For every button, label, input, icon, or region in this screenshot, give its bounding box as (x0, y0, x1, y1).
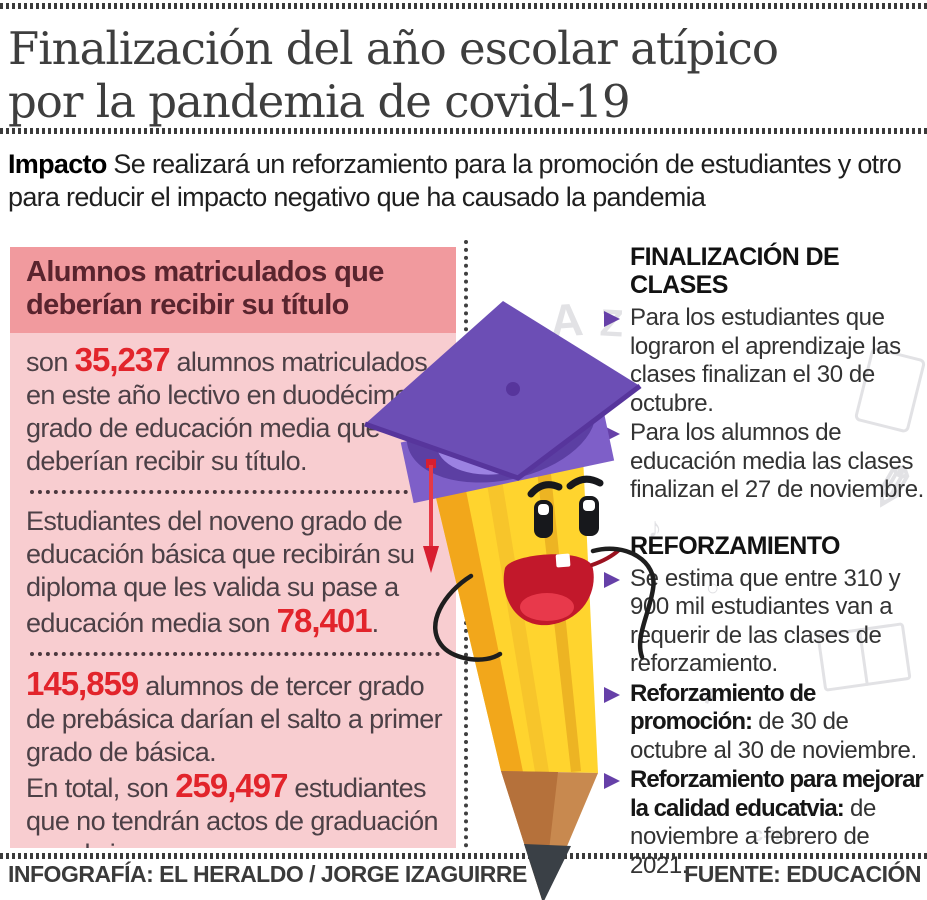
title-line-1: Finalización del año escolar atípico (8, 22, 779, 75)
triangle-bullet-icon (604, 773, 622, 789)
impact-deck: Impacto Se realizará un reforzamiento pa… (8, 148, 920, 214)
source-credit: FUENTE: EDUCACIÓN (684, 861, 921, 887)
section-title-finalizacion: FINALIZACIÓN DE CLASES (630, 243, 840, 299)
stat-prebasica: 145,859 alumnos de tercer grado de prebá… (26, 665, 443, 767)
title-line-2: por la pandemia de covid-19 (8, 75, 631, 128)
stat-value-259497: 259,497 (175, 767, 288, 804)
stat-duodecimo: son 35,237 alumnos matriculados en este … (26, 341, 428, 476)
doodle-circle-icon: ○ (706, 575, 720, 600)
doodle-formula: c=nc (752, 824, 799, 846)
stat-value-35237: 35,237 (74, 341, 171, 378)
dotted-divider-under-title (0, 128, 927, 134)
stat-total: En total, son 259,497 estudiantes que no… (26, 767, 439, 848)
impact-label: Impacto (8, 149, 107, 179)
section-reforzamiento: REFORZAMIENTO Se estima que entre 310 y … (604, 532, 926, 881)
section-title-reforzamiento: REFORZAMIENTO (630, 531, 840, 560)
stats-box-header: Alumnos matriculados que deberían recibi… (10, 247, 456, 333)
dotted-divider-bottom (0, 853, 927, 859)
footer-credits: INFOGRAFÍA: EL HERALDO / JORGE IZAGUIRRE… (8, 861, 921, 888)
enrollment-stats-box: Alumnos matriculados que deberían recibi… (10, 247, 456, 848)
list-item: Se estima que entre 310 y 900 mil estudi… (604, 565, 926, 679)
triangle-bullet-icon (604, 686, 622, 703)
right-column: FINALIZACIÓN DE CLASES Para los estudian… (604, 243, 926, 881)
stat-noveno: Estudiantes del noveno grado de educació… (26, 506, 415, 639)
list-item: Para los estudiantes que lograron el apr… (604, 304, 926, 418)
infographic-credit: INFOGRAFÍA: EL HERALDO / JORGE IZAGUIRRE (8, 861, 527, 887)
list-item: Reforzamiento de promoción: de 30 de oct… (604, 680, 926, 766)
dashed-separator (30, 652, 440, 656)
triangle-bullet-icon (604, 571, 622, 588)
stat-value-78401: 78,401 (276, 602, 373, 639)
list-item: Para los alumnos de educación media las … (604, 419, 926, 505)
doodle-music-note-icon: ♪ (648, 512, 662, 543)
impact-text: Se realizará un reforzamiento para la pr… (8, 149, 902, 212)
pencil-mascot-illustration (364, 301, 656, 900)
dashed-separator (30, 490, 440, 494)
triangle-bullet-icon (604, 311, 622, 327)
section-finalizacion: FINALIZACIÓN DE CLASES Para los estudian… (604, 243, 926, 505)
stat-value-145859: 145,859 (26, 665, 139, 702)
dotted-divider-top (0, 3, 927, 9)
list-item: Reforzamiento para mejorar la calidad ed… (604, 766, 926, 880)
page-title: Finalización del año escolar atípico por… (8, 22, 908, 128)
